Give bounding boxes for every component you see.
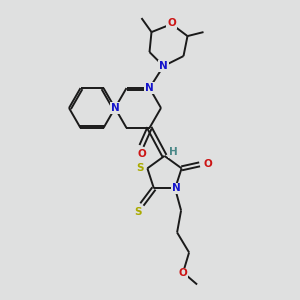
Text: S: S xyxy=(136,164,144,173)
Text: H: H xyxy=(169,147,178,157)
Text: S: S xyxy=(134,208,142,218)
Text: N: N xyxy=(172,184,181,194)
Text: N: N xyxy=(145,83,154,93)
Text: O: O xyxy=(137,149,146,159)
Text: O: O xyxy=(167,18,176,28)
Text: N: N xyxy=(159,61,168,71)
Text: O: O xyxy=(203,159,212,170)
Text: N: N xyxy=(111,103,119,113)
Text: O: O xyxy=(179,268,188,278)
